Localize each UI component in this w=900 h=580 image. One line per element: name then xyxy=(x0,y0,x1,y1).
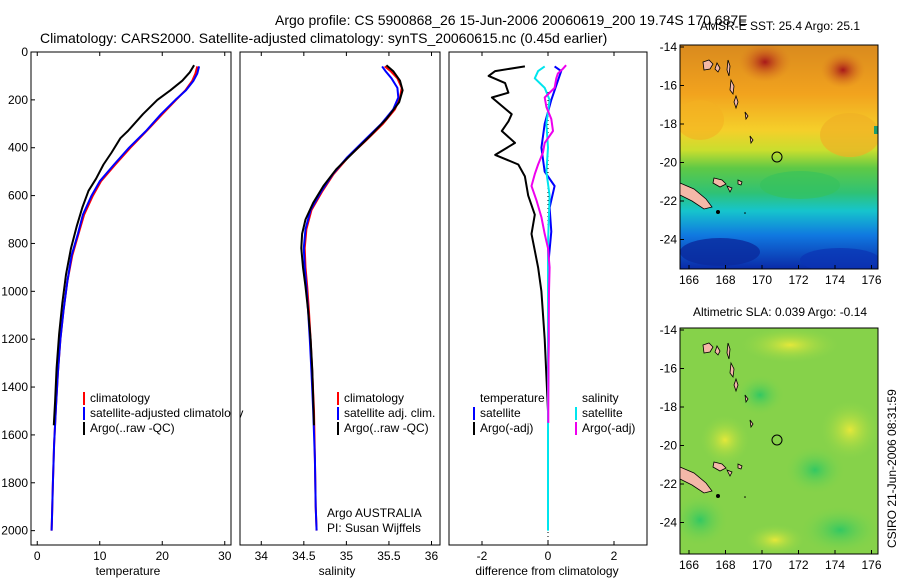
x-tick-label: 0 xyxy=(545,549,552,563)
legend-label: Argo(-adj) xyxy=(582,421,635,435)
series-line-argo-raw-qc- xyxy=(300,64,404,426)
map-x-tick-label: 166 xyxy=(679,273,699,287)
series-line-argo-raw-qc- xyxy=(52,64,195,426)
legend-label: satellite adj. clim. xyxy=(344,406,435,420)
series-line-satellite-adj-clim- xyxy=(302,65,400,531)
map-x-tick-label: 170 xyxy=(752,558,772,572)
difference-legend: temperature satellite Argo(-adj) salinit… xyxy=(473,391,635,435)
map-x-tick-label: 174 xyxy=(825,558,845,572)
header-line-2: Climatology: CARS2000. Satellite-adjuste… xyxy=(40,30,607,46)
series-line-salinity-satellite xyxy=(533,65,551,531)
legend-label: satellite xyxy=(480,406,521,420)
temperature-legend-mask xyxy=(231,390,240,420)
map-x-tick-label: 170 xyxy=(752,273,772,287)
map-y-tick-label: -14 xyxy=(660,40,678,54)
map-y-tick-label: -20 xyxy=(660,439,678,453)
legend-heading-salinity: salinity xyxy=(582,391,619,405)
y-tick-label: 1400 xyxy=(1,380,28,394)
sla-map-title: Altimetric SLA: 0.039 Argo: -0.14 xyxy=(693,305,867,319)
map-y-tick-label: -16 xyxy=(660,362,678,376)
map-x-tick-label: 166 xyxy=(679,558,699,572)
map-y-tick-label: -18 xyxy=(660,117,678,131)
y-tick-label: 0 xyxy=(21,45,28,59)
map-x-tick-label: 176 xyxy=(861,558,881,572)
x-tick-label: 35 xyxy=(340,549,354,563)
map-y-tick-label: -24 xyxy=(660,516,678,530)
map-y-tick-label: -14 xyxy=(660,323,678,337)
header-line-1: Argo profile: CS 5900868_26 15-Jun-2006 … xyxy=(275,12,748,28)
float-owner: Argo AUSTRALIA xyxy=(327,506,422,520)
sst-map-frame xyxy=(679,44,879,270)
map-x-tick-label: 172 xyxy=(788,558,808,572)
map-x-tick-label: 174 xyxy=(825,273,845,287)
salinity-axes xyxy=(239,51,441,546)
float-pi: PI: Susan Wijffels xyxy=(327,521,421,535)
temperature-axes xyxy=(30,51,232,546)
map-y-tick-label: -22 xyxy=(660,194,678,208)
y-tick-label: 1000 xyxy=(1,284,28,298)
sla-map-frame xyxy=(679,327,879,555)
y-tick-label: 800 xyxy=(8,236,28,250)
map-y-tick-label: -24 xyxy=(660,233,678,247)
y-tick-label: 2000 xyxy=(1,524,28,538)
sst-map-islands xyxy=(679,59,783,214)
y-tick-label: 1600 xyxy=(1,428,28,442)
y-tick-label: 200 xyxy=(8,93,28,107)
x-tick-label: 34 xyxy=(255,549,269,563)
x-tick-label: 20 xyxy=(156,549,170,563)
map-x-tick-label: 176 xyxy=(861,273,881,287)
map-y-tick-label: -16 xyxy=(660,79,678,93)
map-x-tick-label: 172 xyxy=(788,273,808,287)
x-tick-label: -2 xyxy=(477,549,488,563)
sla-map-islands xyxy=(679,342,783,498)
x-tick-label: 0 xyxy=(34,549,41,563)
legend-label: climatology xyxy=(90,391,150,405)
series-line-temperature-satellite xyxy=(540,65,563,483)
footer-stamp: CSIRO 21-Jun-2006 08:31:59 xyxy=(885,389,899,548)
y-tick-label: 1800 xyxy=(1,476,28,490)
sst-map-image xyxy=(680,45,878,269)
x-tick-label: 10 xyxy=(93,549,107,563)
legend-label: Argo(-adj) xyxy=(480,421,533,435)
sla-map-image xyxy=(680,328,878,554)
map-x-tick-label: 168 xyxy=(715,273,735,287)
sst-map-title: AMSR-E SST: 25.4 Argo: 25.1 xyxy=(700,19,860,33)
series-line-climatology xyxy=(50,66,199,531)
map-x-tick-label: 168 xyxy=(715,558,735,572)
x-tick-label: 35.5 xyxy=(377,549,401,563)
difference-xlabel: difference from climatology xyxy=(475,564,618,578)
legend-heading-temperature: temperature xyxy=(480,391,545,405)
legend-label: Argo(..raw -QC) xyxy=(90,421,175,435)
salinity-xlabel: salinity xyxy=(319,564,356,578)
legend-label: satellite-adjusted climatology xyxy=(90,406,243,420)
map-y-tick-label: -18 xyxy=(660,400,678,414)
x-tick-label: 36 xyxy=(425,549,439,563)
map-y-tick-label: -20 xyxy=(660,156,678,170)
salinity-legend: climatology satellite adj. clim. Argo(..… xyxy=(337,391,435,435)
temperature-legend: climatology satellite-adjusted climatolo… xyxy=(83,391,243,435)
y-tick-label: 600 xyxy=(8,189,28,203)
series-line-satellite-adjusted-climatology xyxy=(50,66,201,531)
map-y-tick-label: -22 xyxy=(660,477,678,491)
legend-label: Argo(..raw -QC) xyxy=(344,421,429,435)
x-tick-label: 34.5 xyxy=(292,549,316,563)
legend-label: climatology xyxy=(344,391,404,405)
legend-label: satellite xyxy=(582,406,623,420)
temperature-xlabel: temperature xyxy=(96,564,161,578)
x-tick-label: 2 xyxy=(611,549,618,563)
series-line-climatology xyxy=(303,65,403,531)
series-line-salinity-argo-adj- xyxy=(530,64,567,423)
x-tick-label: 30 xyxy=(218,549,232,563)
y-tick-label: 1200 xyxy=(1,332,28,346)
y-tick-label: 400 xyxy=(8,141,28,155)
series-line-temperature-argo-adj- xyxy=(487,65,549,483)
